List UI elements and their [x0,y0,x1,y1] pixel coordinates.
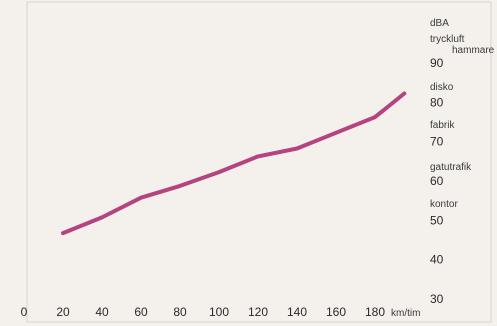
series-layer [61,91,407,236]
y-tick-label: 90 [430,56,444,70]
x-tick-label: 140 [287,305,307,319]
y-axis-unit: dBA [430,18,449,29]
x-tick-label: 60 [134,305,148,319]
x-tick-label: 40 [95,305,109,319]
y-tick-label: 50 [430,213,444,227]
data-point [295,146,299,151]
y-tick-label: 40 [430,253,444,267]
x-tick-label: 100 [209,305,229,319]
x-tick-label: 0 [21,305,28,319]
data-point [256,154,260,158]
data-point [373,115,377,119]
y-tick-label: 60 [430,174,444,188]
data-point [178,184,182,188]
reference-label: kontor [430,199,458,210]
x-tick-label: 20 [56,305,70,319]
data-point [139,196,143,200]
x-axis-ticks: 0 20 40 60 80 100 120 140 160 180 [21,305,386,319]
y-tick-label: 70 [430,135,444,149]
reference-label: gatutrafik [430,162,472,173]
reference-label: tryckluft [430,34,465,45]
data-point [100,215,104,219]
x-tick-label: 160 [326,305,346,319]
series-line [61,91,407,236]
data-point [334,131,338,135]
x-tick-label: 80 [173,305,187,319]
plot-frame [26,1,492,323]
reference-label: hammare [452,45,495,56]
data-point [217,170,221,174]
x-axis-unit: km/tim [391,308,420,319]
x-tick-label: 120 [248,305,268,319]
y-axis-ticks: 30 40 50 60 70 80 90 [430,56,444,306]
reference-label: fabrik [430,120,455,131]
x-tick-label: 180 [365,305,385,319]
y-tick-label: 80 [430,95,444,109]
reference-label: disko [430,82,454,93]
y-tick-label: 30 [430,292,444,306]
data-point [61,231,65,235]
data-point [402,91,406,96]
